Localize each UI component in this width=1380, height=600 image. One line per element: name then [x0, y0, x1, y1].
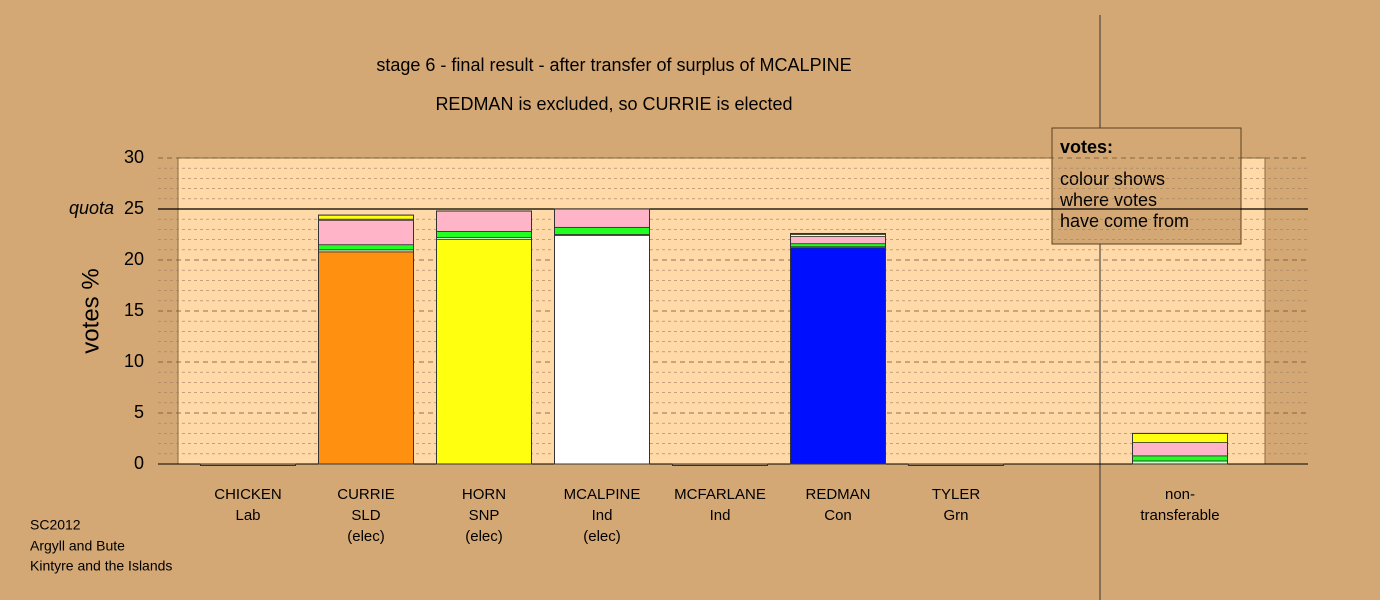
legend-text: colour shows: [1060, 169, 1165, 189]
x-tick-label: Grn: [943, 507, 968, 524]
bar-segment: [790, 247, 886, 465]
bar-segment: [318, 214, 414, 220]
bar-segment: [318, 219, 414, 246]
legend-title: votes:: [1060, 137, 1113, 157]
bar-segment: [554, 235, 650, 465]
x-tick-label: transferable: [1140, 507, 1219, 524]
bar-segment: [790, 243, 886, 248]
bar-outline: [436, 210, 532, 465]
x-tick-label: HORN: [462, 486, 506, 503]
bar-outline: [554, 208, 650, 465]
y-tick-label: 30: [124, 147, 144, 167]
legend: votes: colour shows where votes have com…: [1051, 127, 1242, 245]
x-tick-label: Ind: [592, 507, 613, 524]
x-tick-label: CHICKEN: [214, 486, 282, 503]
x-tick-label: Con: [824, 507, 852, 524]
chart-subtitle: REDMAN is excluded, so CURRIE is elected: [435, 94, 792, 114]
bar-segment: [318, 244, 414, 251]
x-tick-label: (elec): [583, 528, 621, 545]
x-tick-label: (elec): [465, 528, 503, 545]
bar-segment: [436, 210, 532, 232]
x-tick-label: REDMAN: [805, 486, 870, 503]
bar-outline: [672, 463, 768, 466]
x-tick-label: Ind: [710, 507, 731, 524]
y-tick-label: 25: [124, 198, 144, 218]
bar-segment: [436, 239, 532, 465]
bar-segment: [790, 236, 886, 245]
x-tick-label: MCALPINE: [564, 486, 641, 503]
bar-segment: [554, 208, 650, 228]
bar-outline: [1132, 432, 1228, 465]
bar-outline: [318, 214, 414, 465]
y-tick-label: 5: [134, 402, 144, 422]
x-tick-label: MCFARLANE: [674, 486, 766, 503]
bar-outline: [908, 463, 1004, 466]
quota-label: quota: [69, 198, 114, 218]
x-tick-label: non-: [1165, 486, 1195, 503]
bar-segment: [1132, 432, 1228, 443]
y-tick-label: 0: [134, 453, 144, 473]
legend-text: where votes: [1059, 190, 1157, 210]
y-axis-label: votes %: [77, 268, 104, 353]
bar-segment: [554, 226, 650, 235]
footer-text: SC2012: [30, 517, 81, 533]
x-tick-label: CURRIE: [337, 486, 395, 503]
footer-text: Kintyre and the Islands: [30, 558, 172, 574]
x-tick-label: SLD: [351, 507, 380, 524]
bar-segment: [436, 231, 532, 238]
legend-box: [1051, 127, 1242, 245]
chart-title: stage 6 - final result - after transfer …: [376, 55, 851, 75]
bar-outline: [790, 232, 886, 465]
bar-outline: [200, 463, 296, 466]
x-tick-label: TYLER: [932, 486, 981, 503]
footer-text: Argyll and Bute: [30, 538, 125, 554]
x-tick-label: Lab: [235, 507, 260, 524]
bar-segment: [1132, 455, 1228, 462]
legend-text: have come from: [1060, 211, 1189, 231]
bar-segment: [1132, 442, 1228, 457]
bar-segment: [318, 251, 414, 465]
x-tick-label: (elec): [347, 528, 385, 545]
y-tick-label: 10: [124, 351, 144, 371]
y-tick-label: 15: [124, 300, 144, 320]
y-tick-label: 20: [124, 249, 144, 269]
x-tick-label: SNP: [469, 507, 500, 524]
